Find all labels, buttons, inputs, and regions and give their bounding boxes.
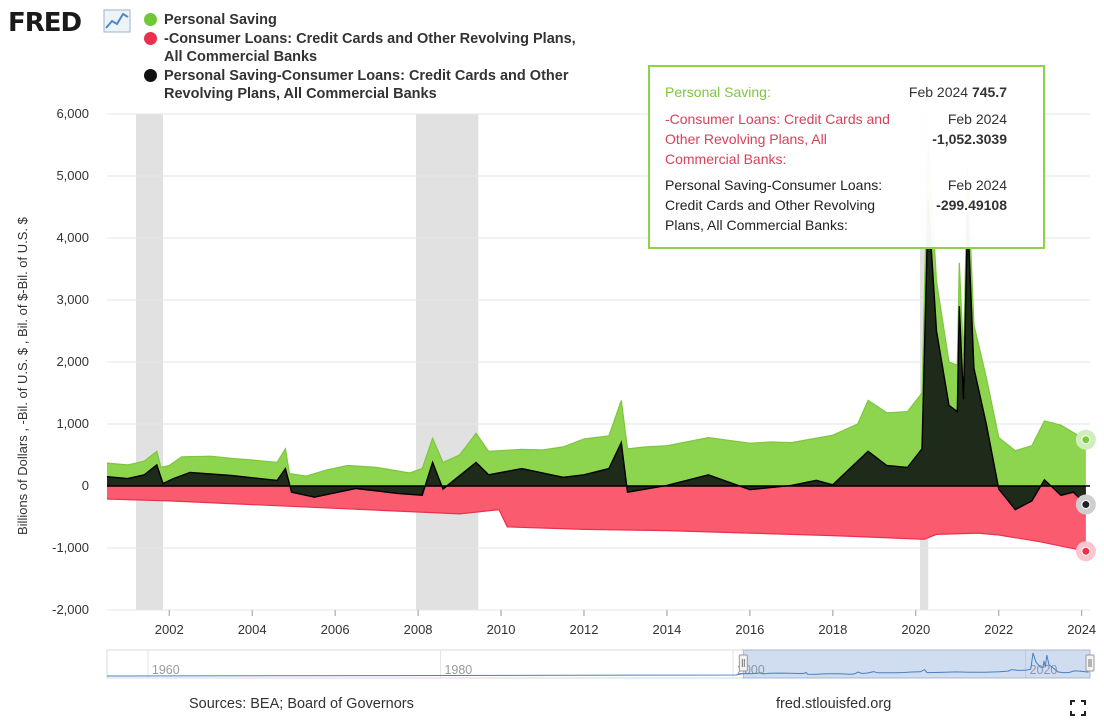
legend-dot <box>144 69 157 82</box>
x-tick-label: 2008 <box>404 622 433 637</box>
series-consumer-loans-line <box>106 498 1087 552</box>
y-tick-label: 2,000 <box>56 354 89 369</box>
x-tick-label: 2014 <box>652 622 681 637</box>
legend-label: Personal Saving-Consumer Loans: Credit C… <box>164 68 569 102</box>
marker-consumer-loans <box>1081 546 1091 556</box>
x-tick-label: 2018 <box>818 622 847 637</box>
tooltip-value: Feb 2024 -299.49108 <box>936 175 1007 215</box>
tooltip-date: Feb 2024 <box>947 111 1007 127</box>
marker-difference <box>1081 500 1091 510</box>
x-tick-label: 2016 <box>735 622 764 637</box>
legend-label: Personal Saving <box>164 12 277 28</box>
tooltip-value: Feb 2024 -1,052.3039 <box>932 109 1007 149</box>
tooltip-value: Feb 2024 745.7 <box>909 82 1007 102</box>
y-tick-label: 0 <box>82 478 89 493</box>
y-tick-label: -1,000 <box>52 540 89 555</box>
navigator-handle-right[interactable] <box>1085 654 1095 672</box>
legend-item-difference[interactable]: Personal Saving-Consumer Loans: Credit C… <box>142 67 582 103</box>
y-axis-label: Billions of Dollars , -Bil. of U.S. $ , … <box>15 216 30 535</box>
series-areas <box>106 138 1087 552</box>
y-tick-label: -2,000 <box>52 602 89 617</box>
x-tick-label: 2022 <box>984 622 1013 637</box>
legend-item-personal-saving[interactable]: Personal Saving <box>142 11 582 29</box>
y-tick-label: 6,000 <box>56 106 89 121</box>
tooltip-series-name: Personal Saving: <box>665 84 771 100</box>
y-axis-ticks: 6,000 5,000 4,000 3,000 2,000 1,000 0 -1,000 -2,… <box>52 106 89 617</box>
tooltip-series-name: -Consumer Loans: Credit Cards and Other … <box>665 111 890 167</box>
legend-dot <box>144 13 157 26</box>
tooltip-date: Feb 2024 <box>947 177 1007 193</box>
x-tick-label: 2010 <box>487 622 516 637</box>
tooltip-number: 745.7 <box>971 84 1007 100</box>
legend-label: -Consumer Loans: Credit Cards and Other … <box>164 31 576 65</box>
range-navigator[interactable]: 1960198020002020 <box>106 649 1095 679</box>
x-tick-label: 2004 <box>238 622 267 637</box>
hover-markers <box>1075 429 1096 562</box>
series-difference-area <box>107 200 1086 510</box>
tooltip-series-name: Personal Saving-Consumer Loans: Credit C… <box>665 177 883 233</box>
y-tick-label: 3,000 <box>56 292 89 307</box>
x-tick-label: 2006 <box>321 622 350 637</box>
y-tick-label: 4,000 <box>56 230 89 245</box>
x-tick-label: 2020 <box>901 622 930 637</box>
sources-note: Sources: BEA; Board of Governors <box>189 696 414 712</box>
fred-logo-text: FRED <box>8 8 82 38</box>
legend-item-consumer-loans[interactable]: -Consumer Loans: Credit Cards and Other … <box>142 30 582 66</box>
data-tooltip: Personal Saving: Feb 2024 745.7 -Consume… <box>648 65 1045 249</box>
navigator-handle-left[interactable] <box>738 654 748 672</box>
fred-logo[interactable]: FRED <box>8 4 133 38</box>
chart-legend: Personal Saving -Consumer Loans: Credit … <box>142 11 582 104</box>
site-link[interactable]: fred.stlouisfed.org <box>776 696 892 712</box>
tooltip-number: -299.49108 <box>936 197 1007 213</box>
tooltip-number: -1,052.3039 <box>932 131 1007 147</box>
x-tick-label: 2024 <box>1067 622 1096 637</box>
tooltip-date: Feb 2024 <box>908 84 969 100</box>
series-personal-saving-line <box>106 138 1087 477</box>
navigator-series-line <box>106 652 1089 677</box>
marker-personal-saving <box>1081 435 1091 445</box>
y-tick-label: 5,000 <box>56 168 89 183</box>
fullscreen-icon[interactable] <box>1070 700 1086 716</box>
navigator-label: 1960 <box>152 663 180 677</box>
legend-dot <box>144 32 157 45</box>
y-tick-label: 1,000 <box>56 416 89 431</box>
x-tick-label: 2002 <box>155 622 184 637</box>
navigator-label: 1980 <box>444 663 472 677</box>
x-axis-ticks: 2002 2004 2006 2008 2010 2012 2014 2016 2018 2020… <box>155 610 1096 637</box>
x-tick-label: 2012 <box>570 622 599 637</box>
fred-logo-chart-icon <box>103 9 131 33</box>
series-consumer-loans-area <box>107 486 1086 552</box>
